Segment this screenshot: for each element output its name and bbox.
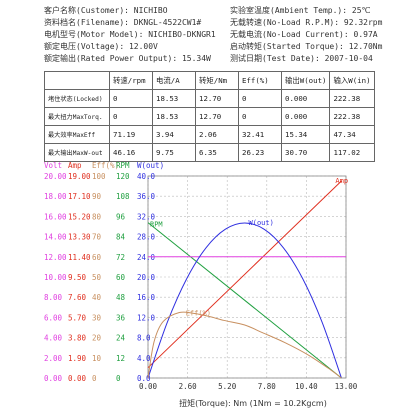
x-tick-label: 7.80 [258,382,277,391]
header-noload-rpm: 无载转速(No-Load R.P.M): 92.32rpm [230,18,383,27]
row-label: 最大输出MaxW-out [44,143,110,162]
y-tick-label: 20 [92,334,102,343]
table-row: 最大效率MaxEff 71.19 3.94 2.06 32.41 15.34 4… [44,125,375,144]
y-tick-label: 28.0 [137,233,156,242]
y-tick-label: 3.80 [68,334,87,343]
table-cell: 30.70 [280,143,331,162]
series-line-amp [147,180,342,369]
header-motor-model: 电机型号(Motor Model): NICHIBO-DKNGR1 [44,30,216,39]
x-axis-label: 扭矩(Torque): Nm (1Nm = 10.2Kgcm) [179,398,327,408]
series-line-wout [147,222,342,379]
y-tick-label: 120 [116,172,130,181]
y-tick-label: 40 [92,293,102,302]
header-noload-current: 无载电流(No-Load Current): 0.97A [230,30,378,39]
y-tick-label: 60 [116,273,126,282]
y-tick-label: 96 [116,212,126,221]
y-tick-label: 70 [92,233,102,242]
y-tick-label: 20.0 [137,273,156,282]
y-tick-label: 9.50 [68,273,87,282]
y-tick-label: 24.0 [137,253,156,262]
y-tick-label: 10.00 [44,273,67,282]
y-tick-label: 16.0 [137,293,156,302]
y-tick-label: 108 [116,192,130,201]
y-tick-label: 30 [92,313,102,322]
y-tick-label: 0.00 [68,374,87,383]
table-cell: 117.02 [329,143,375,162]
y-tick-label: 84 [116,233,126,242]
y-tick-label: 8.0 [137,334,151,343]
y-tick-label: 16.00 [44,212,67,221]
header-started-torque: 启动转矩(Started Torque): 12.70Nm [230,42,383,51]
y-tick-label: 13.30 [68,233,91,242]
y-tick-label: 1.90 [68,354,87,363]
y-tick-label: 19.00 [68,172,91,181]
y-tick-label: 6.00 [44,313,63,322]
header-rated-output: 额定输出(Rated Power Output): 15.34W [44,54,211,63]
header-customer: 客户名称(Customer): NICHIBO [44,6,168,15]
y-tick-label: 40.0 [137,172,156,181]
table-cell: 222.38 [329,89,375,108]
x-tick-label: 0.00 [139,382,158,391]
x-tick-label: 5.20 [218,382,237,391]
y-tick-label: 5.70 [68,313,87,322]
y-tick-label: 50 [92,273,102,282]
plot-frame [147,175,347,379]
y-tick-label: 24 [116,334,126,343]
y-tick-label: 2.00 [44,354,63,363]
series-label: Eff(%) [186,309,211,317]
y-tick-label: 0 [92,374,97,383]
y-tick-label: 11.40 [68,253,91,262]
y-tick-label: 32.0 [137,212,156,221]
y-tick-label: 90 [92,192,102,201]
y-tick-label: 80 [92,212,102,221]
y-tick-label: 100 [92,172,106,181]
axis-title: RPM [116,161,130,170]
axis-title: Amp [68,161,82,170]
y-tick-label: 7.60 [68,293,87,302]
series-line-eff [147,311,342,379]
header-test-date: 测试日期(Test Date): 2007-10-04 [230,54,373,63]
series-label: Amp [335,177,348,185]
axis-title: W(out) [137,161,164,170]
series-label: RPM [150,221,163,229]
x-tick-label: 10.40 [295,382,318,391]
table-cell: 9.75 [152,143,196,162]
y-tick-label: 8.00 [44,293,63,302]
y-tick-label: 72 [116,253,125,262]
header-voltage: 额定电压(Voltage): 12.00V [44,42,158,51]
y-tick-label: 12.00 [44,253,67,262]
table-cell: 6.35 [195,143,239,162]
table-cell: 26.23 [238,143,282,162]
axis-title: Volt [44,161,62,170]
table-row: 最大输出MaxW-out 46.16 9.75 6.35 26.23 30.70… [44,143,375,162]
y-tick-label: 17.10 [68,192,91,201]
y-tick-label: 0.0 [137,374,151,383]
y-tick-label: 15.20 [68,212,91,221]
y-tick-label: 18.00 [44,192,67,201]
y-tick-label: 36 [116,313,126,322]
y-tick-label: 0.00 [44,374,63,383]
y-tick-label: 14.00 [44,233,67,242]
y-tick-label: 36.0 [137,192,156,201]
y-tick-label: 12.0 [137,313,156,322]
axis-title: Eff(%) [92,161,119,170]
y-tick-label: 10 [92,354,102,363]
spec-table: 转速/rpm 电流/A 转矩/Nm Eff(%) 输出W(out) 输入W(in… [44,71,375,162]
y-tick-label: 12 [116,354,125,363]
series-line-rpm [147,222,342,379]
y-tick-label: 48 [116,293,126,302]
y-tick-label: 0 [116,374,121,383]
x-tick-label: 13.00 [335,382,358,391]
y-tick-label: 20.00 [44,172,67,181]
header-filename: 资料档名(Filename): DKNGL-4522CW1# [44,18,202,27]
y-tick-label: 4.0 [137,354,151,363]
series-label: W(out) [249,219,274,227]
y-tick-label: 60 [92,253,102,262]
y-tick-label: 4.00 [44,334,63,343]
x-tick-label: 2.60 [179,382,198,391]
header-ambient-temp: 实验室温度(Ambient Temp.): 25℃ [230,6,371,15]
